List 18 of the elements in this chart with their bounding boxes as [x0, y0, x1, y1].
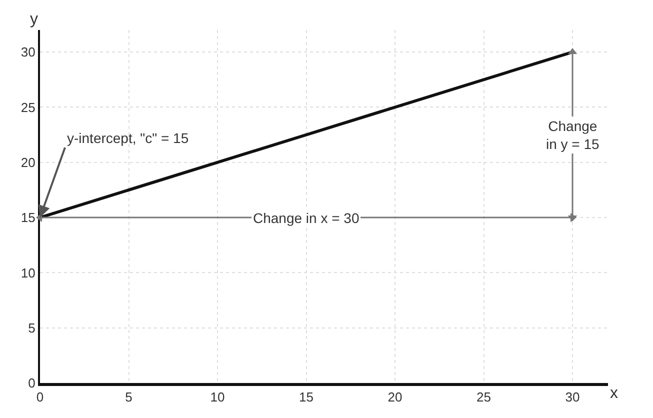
annotation: y-intercept, "c" = 15 — [67, 130, 189, 146]
x-tick-label: 15 — [299, 390, 314, 405]
y-tick-label: 10 — [20, 265, 36, 280]
y-tick-label: 5 — [28, 320, 36, 336]
series-label: Change in y = 15 — [546, 118, 600, 152]
y-tick-label: 0 — [28, 376, 36, 391]
x-tick-label: 10 — [210, 390, 225, 405]
x-axis-title: x — [610, 385, 618, 402]
y-axis-title: y — [30, 11, 38, 28]
y-tick-label: 25 — [20, 100, 36, 115]
y-tick-label: 30 — [20, 44, 36, 60]
y-tick-label: 15 — [20, 210, 36, 226]
series-label: Change in x = 30 — [253, 210, 360, 226]
x-tick-label: 30 — [565, 390, 580, 405]
x-tick-label: 5 — [125, 390, 132, 405]
y-tick-label: 20 — [20, 154, 36, 170]
x-tick-label: 20 — [388, 390, 402, 405]
x-tick-label: 25 — [476, 390, 491, 405]
